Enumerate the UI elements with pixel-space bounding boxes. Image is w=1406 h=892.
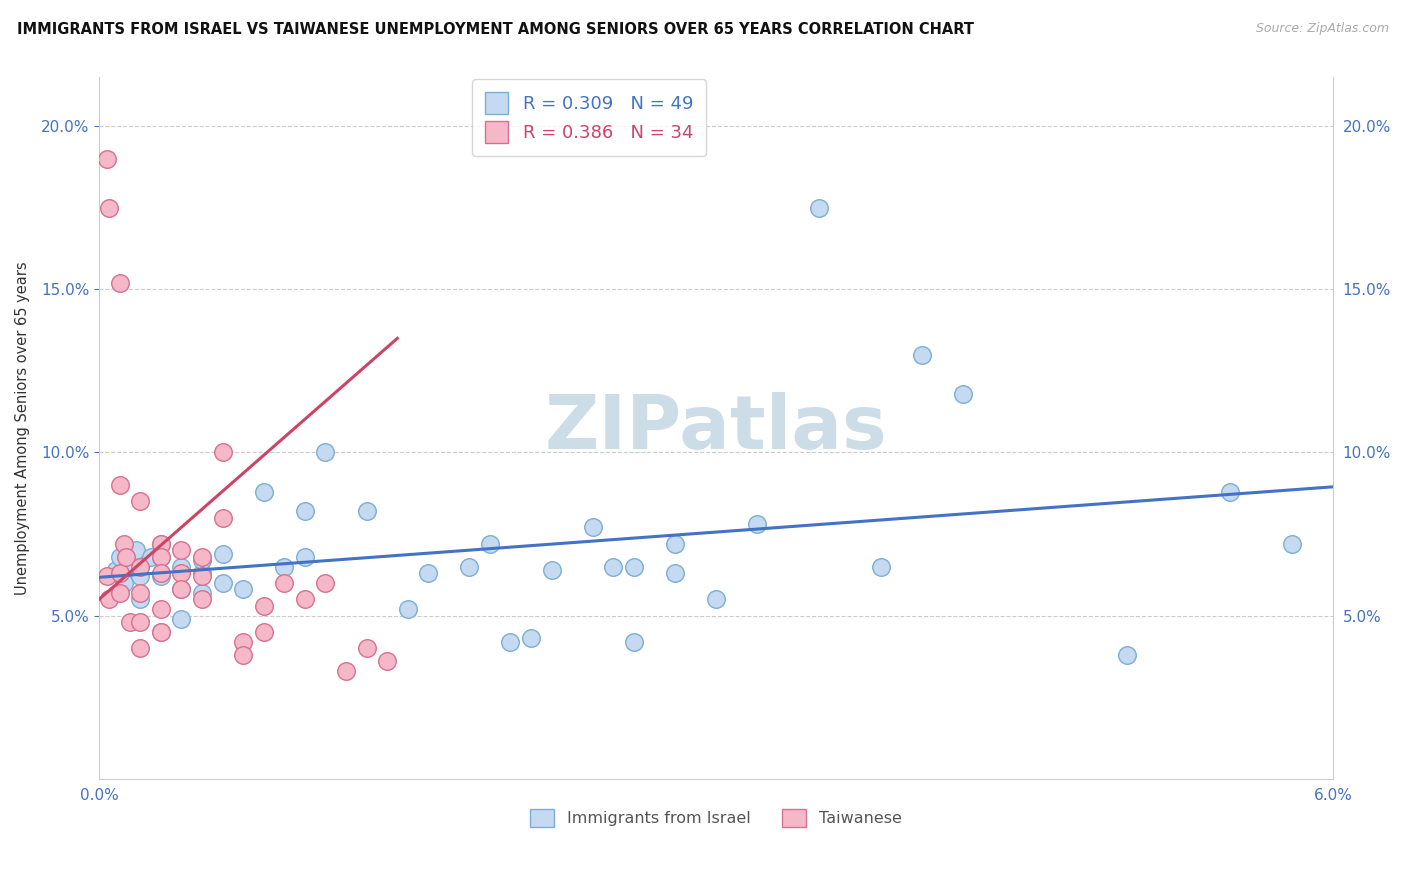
Point [108, 549, 131, 564]
Point [108, 585, 131, 599]
Point [149, 537, 172, 551]
Point [418, 566, 440, 581]
Text: IMMIGRANTS FROM ISRAEL VS TAIWANESE UNEMPLOYMENT AMONG SENIORS OVER 65 YEARS COR: IMMIGRANTS FROM ISRAEL VS TAIWANESE UNEM… [17, 22, 974, 37]
Point [747, 517, 769, 532]
Point [273, 559, 295, 574]
Point [294, 549, 316, 564]
Point [115, 549, 138, 564]
Point [129, 592, 152, 607]
Point [211, 575, 233, 590]
Point [149, 569, 172, 583]
Point [112, 575, 135, 590]
Point [108, 276, 131, 290]
Point [149, 537, 172, 551]
Point [253, 599, 276, 613]
Point [356, 504, 378, 518]
Point [582, 520, 605, 534]
Point [704, 592, 727, 607]
Point [211, 547, 233, 561]
Point [112, 537, 135, 551]
Point [294, 504, 316, 518]
Point [149, 549, 172, 564]
Point [807, 201, 830, 215]
Point [952, 386, 974, 401]
Point [170, 582, 193, 597]
Point [1116, 648, 1139, 662]
Text: ZIPatlas: ZIPatlas [544, 392, 887, 465]
Point [129, 615, 152, 629]
Point [98, 592, 121, 607]
Point [499, 634, 522, 648]
Point [170, 566, 193, 581]
Point [108, 478, 131, 492]
Point [96, 152, 118, 166]
Point [253, 484, 276, 499]
Point [232, 634, 254, 648]
Point [664, 566, 686, 581]
Point [294, 592, 316, 607]
Point [191, 585, 214, 599]
Point [125, 543, 148, 558]
Point [96, 569, 118, 583]
Point [664, 537, 686, 551]
Point [170, 582, 193, 597]
Point [232, 648, 254, 662]
Point [356, 641, 378, 656]
Point [314, 445, 336, 459]
Point [98, 201, 121, 215]
Point [458, 559, 481, 574]
Point [149, 624, 172, 639]
Point [911, 348, 934, 362]
Point [170, 612, 193, 626]
Point [129, 641, 152, 656]
Point [191, 569, 214, 583]
Point [191, 592, 214, 607]
Point [129, 559, 152, 574]
Point [314, 575, 336, 590]
Point [170, 543, 193, 558]
Point [149, 566, 172, 581]
Point [191, 566, 214, 581]
Point [191, 549, 214, 564]
Point [149, 602, 172, 616]
Point [396, 602, 419, 616]
Point [149, 624, 172, 639]
Point [211, 510, 233, 524]
Point [375, 654, 398, 668]
Point [520, 632, 543, 646]
Point [1281, 537, 1303, 551]
Point [869, 559, 891, 574]
Point [211, 445, 233, 459]
Point [118, 559, 141, 574]
Point [253, 624, 276, 639]
Point [273, 575, 295, 590]
Point [602, 559, 624, 574]
Y-axis label: Unemployment Among Seniors over 65 years: Unemployment Among Seniors over 65 years [15, 261, 30, 595]
Point [129, 569, 152, 583]
Point [191, 553, 214, 567]
Point [118, 615, 141, 629]
Point [149, 549, 172, 564]
Point [129, 585, 152, 599]
Point [478, 537, 501, 551]
Point [540, 563, 562, 577]
Legend: Immigrants from Israel, Taiwanese: Immigrants from Israel, Taiwanese [523, 803, 908, 834]
Point [1219, 484, 1241, 499]
Point [170, 559, 193, 574]
Text: Source: ZipAtlas.com: Source: ZipAtlas.com [1256, 22, 1389, 36]
Point [335, 664, 357, 678]
Point [623, 559, 645, 574]
Point [232, 582, 254, 597]
Point [139, 549, 162, 564]
Point [623, 634, 645, 648]
Point [129, 494, 152, 508]
Point [104, 563, 127, 577]
Point [108, 566, 131, 581]
